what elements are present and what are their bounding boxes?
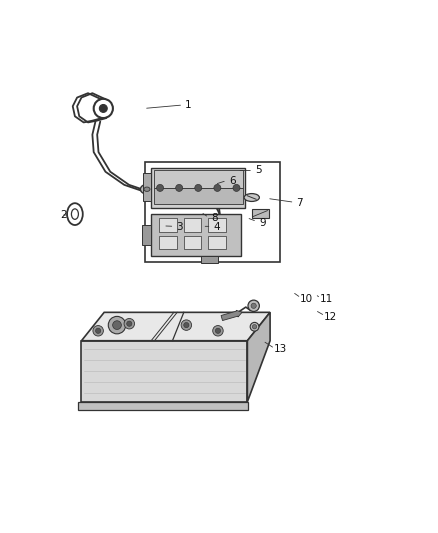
Ellipse shape	[141, 184, 153, 194]
Text: 10: 10	[300, 294, 313, 304]
FancyBboxPatch shape	[151, 168, 245, 207]
FancyArrow shape	[221, 310, 242, 320]
Circle shape	[250, 322, 259, 331]
Ellipse shape	[244, 193, 259, 201]
Circle shape	[113, 321, 121, 329]
Circle shape	[195, 184, 202, 191]
Bar	[142, 225, 151, 245]
Circle shape	[93, 326, 103, 336]
Circle shape	[176, 184, 183, 191]
Bar	[184, 236, 201, 249]
Ellipse shape	[173, 183, 184, 193]
Text: 6: 6	[229, 176, 235, 187]
Bar	[81, 341, 247, 402]
Text: 7: 7	[297, 198, 303, 208]
FancyBboxPatch shape	[151, 214, 241, 256]
Text: 9: 9	[259, 218, 266, 228]
Circle shape	[251, 303, 256, 309]
Bar	[145, 161, 280, 262]
Text: 1: 1	[185, 100, 192, 110]
Circle shape	[99, 104, 107, 112]
Polygon shape	[247, 312, 270, 402]
Bar	[153, 170, 243, 188]
Text: 3: 3	[177, 222, 183, 232]
Bar	[201, 256, 218, 263]
Circle shape	[95, 328, 101, 334]
Bar	[252, 209, 269, 219]
Circle shape	[127, 321, 132, 326]
Text: 8: 8	[211, 214, 218, 223]
Bar	[153, 188, 243, 204]
Text: 4: 4	[213, 222, 220, 232]
Text: 5: 5	[255, 165, 261, 175]
Bar	[159, 236, 177, 249]
Circle shape	[184, 322, 189, 328]
Bar	[159, 219, 177, 231]
Circle shape	[214, 184, 221, 191]
Polygon shape	[81, 312, 270, 341]
Text: 12: 12	[324, 312, 337, 322]
Circle shape	[124, 318, 134, 329]
Circle shape	[181, 320, 191, 330]
Circle shape	[108, 317, 126, 334]
Bar	[208, 219, 226, 231]
Circle shape	[215, 328, 221, 334]
Ellipse shape	[176, 185, 180, 190]
Bar	[78, 402, 248, 410]
Ellipse shape	[144, 187, 150, 191]
Circle shape	[213, 326, 223, 336]
Bar	[144, 173, 151, 201]
Circle shape	[248, 300, 259, 311]
Circle shape	[252, 325, 257, 329]
Text: 2: 2	[61, 210, 67, 220]
Text: 11: 11	[319, 294, 332, 304]
Circle shape	[156, 184, 163, 191]
Circle shape	[233, 184, 240, 191]
Bar	[208, 236, 226, 249]
Text: 13: 13	[273, 344, 287, 354]
Ellipse shape	[203, 186, 208, 190]
Bar	[184, 219, 201, 231]
